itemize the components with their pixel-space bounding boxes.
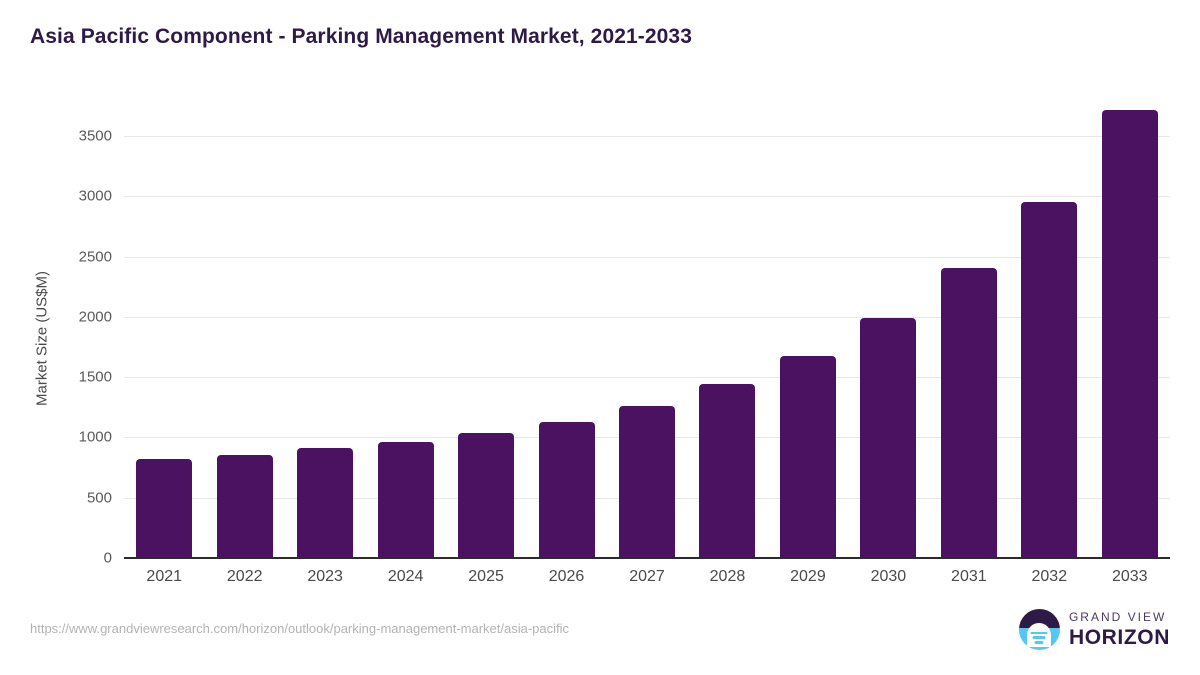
x-tick-label: 2023 — [307, 568, 343, 585]
bar[interactable] — [699, 384, 756, 558]
y-tick-label: 0 — [103, 549, 112, 567]
y-axis-ticks: 0 500 1000 1500 2000 2500 3000 3500 — [40, 0, 163, 620]
gridline — [124, 256, 1170, 258]
page-title: Asia Pacific Component - Parking Managem… — [30, 25, 692, 48]
logo-top-text: GRAND VIEW — [1068, 610, 1167, 624]
bar[interactable] — [1101, 109, 1158, 558]
bar[interactable] — [1021, 201, 1078, 558]
bar-series — [124, 100, 1170, 558]
source-url[interactable]: https://www.grandviewresearch.com/horizo… — [30, 621, 570, 636]
bar-slot — [1009, 100, 1089, 558]
x-tick-label: 2026 — [548, 568, 585, 585]
x-tick-label: 2024 — [387, 568, 424, 585]
y-tick-label: 2500 — [78, 248, 112, 266]
bar-slot — [929, 100, 1009, 558]
bar-slot — [446, 100, 526, 558]
logo-line-2 — [1032, 636, 1046, 639]
gridline — [124, 377, 1170, 379]
bar[interactable] — [216, 454, 273, 558]
x-tick-label: 2027 — [629, 568, 665, 585]
x-tick-label: 2029 — [790, 568, 826, 585]
bar-slot — [285, 100, 365, 558]
x-axis-line — [124, 557, 1170, 559]
bar[interactable] — [618, 405, 675, 558]
gridline — [124, 196, 1170, 198]
x-tick-label: 2032 — [1031, 568, 1068, 585]
bar[interactable] — [136, 459, 193, 558]
logo-bottom-text: HORIZON — [1068, 626, 1170, 649]
y-tick-label: 2000 — [78, 308, 112, 326]
bar-slot — [1090, 100, 1170, 558]
y-tick-label: 3500 — [78, 127, 112, 145]
logo-line-3 — [1034, 641, 1044, 644]
horizon-sun-icon — [1018, 609, 1060, 650]
bar-slot — [848, 100, 928, 558]
plot-area: Market Size (US$M) 0 500 1000 1500 2000 2500 3… — [34, 0, 1170, 620]
brand-logo: GRAND VIEW HORIZON — [1018, 609, 1170, 650]
bar[interactable] — [940, 267, 997, 558]
gridline — [124, 316, 1170, 318]
bar-slot — [526, 100, 606, 558]
y-tick-label: 3000 — [78, 187, 112, 205]
bar[interactable] — [860, 318, 917, 558]
x-tick-label: 2028 — [709, 568, 746, 585]
bar[interactable] — [538, 421, 595, 558]
x-tick-label: 2022 — [226, 568, 263, 585]
y-tick-label: 1500 — [78, 368, 112, 386]
x-tick-label: 2031 — [951, 568, 987, 585]
bar-slot — [687, 100, 767, 558]
bar-slot — [365, 100, 445, 558]
bar[interactable] — [458, 432, 515, 558]
bar-slot — [204, 100, 284, 558]
gridline — [124, 136, 1170, 138]
x-tick-label: 2021 — [146, 568, 183, 585]
bar[interactable] — [297, 448, 354, 558]
x-tick-label: 2030 — [870, 568, 907, 585]
y-tick-label: 1000 — [78, 428, 112, 446]
bar-slot — [768, 100, 848, 558]
bar-slot — [607, 100, 687, 558]
bar-slot — [124, 100, 204, 558]
logo-line-1 — [1030, 631, 1048, 634]
logo-wordmark: GRAND VIEW HORIZON — [1069, 611, 1170, 648]
y-tick-label: 500 — [86, 489, 112, 507]
bar[interactable] — [377, 442, 434, 558]
x-tick-label: 2033 — [1111, 568, 1148, 585]
x-tick-label: 2025 — [468, 568, 504, 585]
footer: https://www.grandviewresearch.com/horizo… — [0, 605, 1200, 675]
bar[interactable] — [779, 355, 836, 558]
